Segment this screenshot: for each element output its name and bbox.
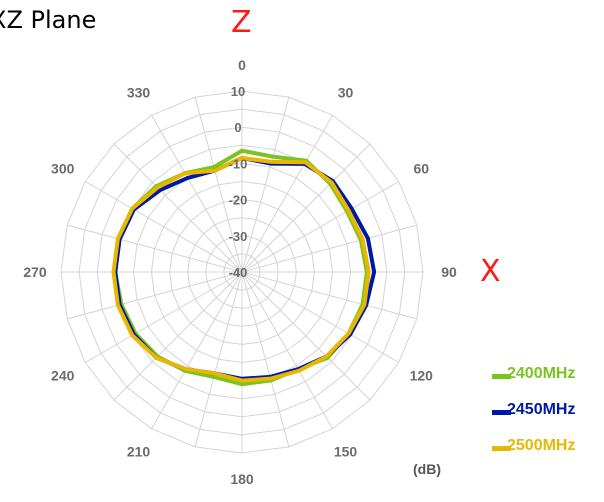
grid-spoke xyxy=(113,143,243,273)
radial-tick-label: 0 xyxy=(234,120,241,135)
angle-tick-label: 120 xyxy=(410,368,434,384)
grid-spoke xyxy=(241,271,290,447)
grid-spoke xyxy=(194,97,243,273)
grid-spoke xyxy=(84,271,243,363)
grid-spoke xyxy=(67,224,243,273)
grid-spoke xyxy=(241,181,400,273)
grid-spoke xyxy=(241,271,417,320)
angle-tick-label: 60 xyxy=(413,161,429,177)
grid-spoke xyxy=(241,271,333,430)
grid-spoke xyxy=(241,271,371,401)
grid-spoke xyxy=(151,271,243,430)
grid-spoke xyxy=(84,181,243,273)
angle-tick-label: 180 xyxy=(230,471,254,487)
grid-spoke xyxy=(241,143,371,273)
legend-swatch-2400 xyxy=(492,374,511,379)
plane-title: XZ Plane xyxy=(0,6,97,34)
grid-spoke xyxy=(194,271,243,447)
grid-spoke xyxy=(241,224,417,273)
radial-tick-label: -10 xyxy=(229,156,248,171)
legend-label-2500: 2500MHz xyxy=(507,437,576,454)
grid-spoke xyxy=(241,114,333,273)
angle-tick-label: 210 xyxy=(127,443,151,459)
unit-label: (dB) xyxy=(413,461,441,477)
x-axis-letter: X xyxy=(480,254,501,289)
polar-grid xyxy=(60,90,424,454)
angle-tick-label: 300 xyxy=(51,161,75,177)
legend-swatch-2450 xyxy=(492,410,511,415)
legend-label-2400: 2400MHz xyxy=(507,365,576,382)
legend-swatch-2500 xyxy=(492,446,511,451)
angle-tick-label: 270 xyxy=(23,264,47,280)
z-axis-letter: Z xyxy=(231,5,252,40)
radial-tick-label: -40 xyxy=(229,265,248,280)
radial-tick-label: 10 xyxy=(231,84,245,99)
radial-tick-label: -20 xyxy=(229,193,248,208)
angle-tick-label: 240 xyxy=(51,368,75,384)
angle-tick-label: 330 xyxy=(127,85,151,101)
grid-spoke xyxy=(241,271,400,363)
angle-tick-label: 30 xyxy=(338,85,354,101)
grid-spoke xyxy=(151,114,243,273)
angle-tick-label: 0 xyxy=(238,57,246,73)
radial-tick-label: -30 xyxy=(229,229,248,244)
angle-tick-label: 150 xyxy=(334,443,358,459)
legend-label-2450: 2450MHz xyxy=(507,401,576,418)
tick-labels: 10 0 -10 -20 -30 -40 0 30 60 90 120 150 180 210 240 270… xyxy=(23,57,457,487)
grid-spoke xyxy=(241,97,290,273)
grid-spoke xyxy=(113,271,243,401)
grid-spoke xyxy=(67,271,243,320)
pattern-series xyxy=(111,148,377,387)
angle-tick-label: 90 xyxy=(441,264,457,280)
